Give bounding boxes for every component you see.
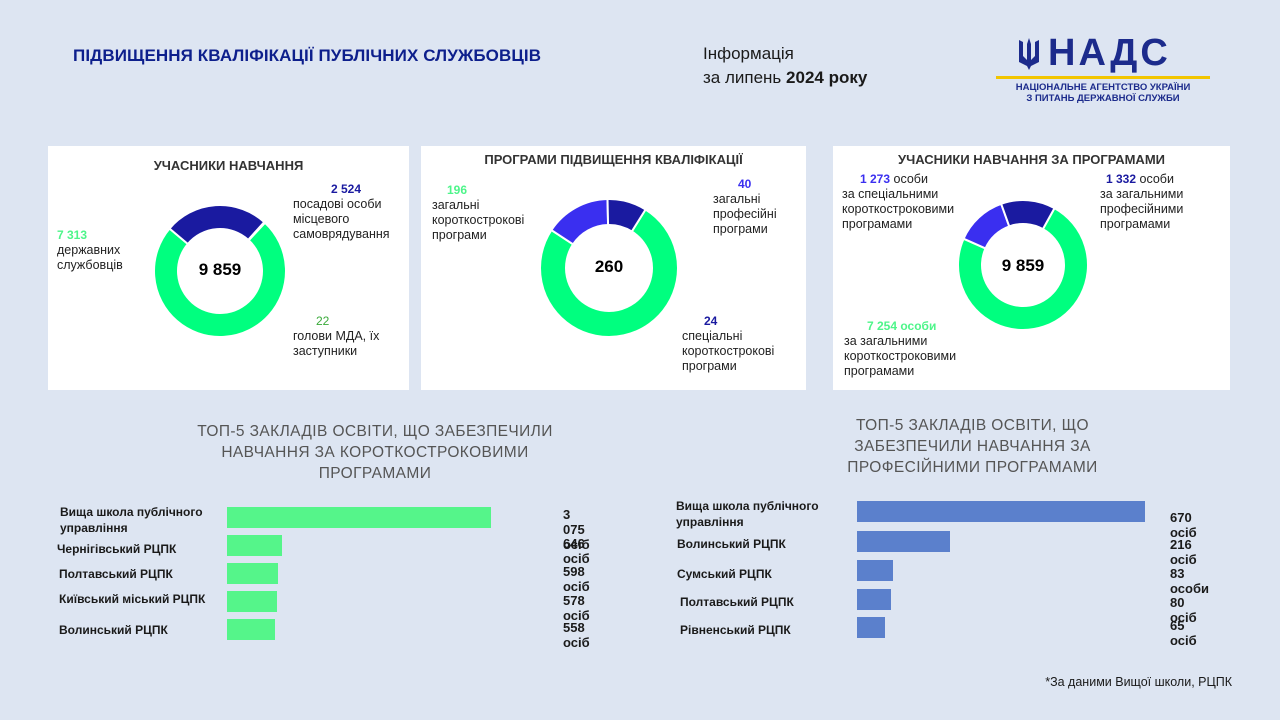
bar-category-label: Рівненський РЦПК: [680, 623, 791, 637]
panel-title: УЧАСНИКИ НАВЧАННЯ: [153, 158, 304, 173]
bar-category-label: Київський міський РЦПК: [59, 592, 206, 606]
slice-text: загальні короткострокові програми: [432, 198, 525, 242]
slice-value: 196: [447, 183, 468, 197]
slice-text: загальні професійні програми: [713, 192, 777, 236]
bar-category-label: Чернігівський РЦПК: [57, 542, 177, 556]
bar-category-label: Волинський РЦПК: [677, 537, 786, 551]
slice-text: спеціальні короткострокові програми: [682, 329, 775, 373]
slice-label-general-professional: 40 загальні професійні програми: [713, 177, 793, 237]
panel-programs: ПРОГРАМИ ПІДВИЩЕННЯ КВАЛІФІКАЦІЇ 260 196…: [421, 146, 806, 390]
bar-category-label: Полтавський РЦПК: [59, 567, 173, 581]
donut-slice-2: [606, 198, 647, 233]
slice-value: 7 254 особи: [867, 319, 937, 333]
slice-label-general-short-participants: 7 254 особи за загальними короткостроков…: [844, 319, 994, 379]
bar: [227, 619, 275, 640]
slice-value: 1 273: [860, 172, 891, 186]
bar: [857, 617, 885, 638]
slice-label-special-short-participants: 1 273 особи за спеціальними короткострок…: [842, 172, 972, 232]
report-period: Інформація за липень 2024 року: [703, 42, 867, 90]
bar-category-label: Вища школа публічного управління: [676, 499, 819, 529]
bar: [857, 531, 950, 552]
bar-value-label: 216 осіб: [1170, 537, 1197, 567]
bar-category-label: Волинський РЦПК: [59, 623, 168, 637]
panel-participants: УЧАСНИКИ НАВЧАННЯ 9 859 7 313 державних …: [48, 146, 409, 390]
top5-short-title: ТОП-5 ЗАКЛАДІВ ОСВІТИ, ЩО ЗАБЕЗПЕЧИЛИ НА…: [197, 423, 553, 482]
bar: [227, 591, 277, 612]
donut-programs: [539, 197, 679, 338]
slice-label-civil-servants: 7 313 державних службовців: [57, 228, 147, 273]
slice-text: державних службовців: [57, 243, 123, 272]
page-title: ПІДВИЩЕННЯ КВАЛІФІКАЦІЇ ПУБЛІЧНИХ СЛУЖБО…: [73, 46, 542, 65]
donut-center-total: 260: [594, 257, 624, 276]
slice-text: посадові особи місцевого самоврядування: [293, 197, 390, 241]
donut-slice-0: [957, 206, 1089, 331]
donut-center-total: 9 859: [198, 260, 242, 279]
bar: [857, 589, 892, 610]
slice-text: за спеціальними короткостроковими програ…: [842, 187, 955, 231]
bar-value-label: 646 осіб: [563, 536, 590, 566]
slice-value: 40: [738, 177, 752, 191]
slice-suffix: особи: [893, 172, 928, 186]
bar-category-label: Вища школа публічного управління: [60, 505, 203, 535]
info-line2-prefix: за липень: [703, 68, 787, 87]
donut-center-total: 9 859: [1001, 256, 1045, 275]
slice-text: за загальними короткостроковими програма…: [844, 334, 957, 378]
bar-category-label: Сумський РЦПК: [677, 567, 772, 581]
donut-participants-by-program: [957, 199, 1089, 331]
slice-value: 1 332: [1106, 172, 1137, 186]
slice-value: 7 313: [57, 228, 88, 242]
logo-line2: З ПИТАНЬ ДЕРЖАВНОЇ СЛУЖБИ: [1026, 93, 1180, 104]
donut-slice-2: [246, 220, 267, 242]
bar-value-label: 598 осіб: [563, 564, 590, 594]
slice-label-general-short: 196 загальні короткострокові програми: [432, 183, 547, 243]
logo-abbr: НАДС: [1048, 32, 1171, 74]
donut-participants: [153, 204, 287, 338]
donut-slice-0: [153, 221, 287, 338]
bar-value-label: 65 осіб: [1170, 618, 1197, 648]
footnote: *За даними Вищої школи, РЦПК: [1045, 675, 1232, 689]
bar-category-label: Полтавський РЦПК: [680, 595, 794, 609]
bar-value-label: 3 075 осіб: [563, 507, 590, 552]
bar-value-label: 670 осіб: [1170, 510, 1197, 540]
bar: [227, 563, 279, 584]
bar: [857, 560, 893, 581]
slice-text: голови МДА, їх заступники: [293, 329, 380, 358]
slice-suffix: особи: [1139, 172, 1174, 186]
trident-icon: [1019, 38, 1039, 70]
top5-professional-title: ТОП-5 ЗАКЛАДІВ ОСВІТИ, ЩО ЗАБЕЗПЕЧИЛИ НА…: [847, 417, 1098, 476]
bar-value-label: 578 осіб: [563, 593, 590, 623]
panel-title: ПРОГРАМИ ПІДВИЩЕННЯ КВАЛІФІКАЦІЇ: [484, 152, 743, 167]
donut-slice-2: [999, 199, 1056, 231]
bar-value-label: 80 осіб: [1170, 595, 1197, 625]
bar-value-label: 558 осіб: [563, 620, 590, 650]
slice-text: за загальними професійними програмами: [1100, 187, 1184, 231]
donut-slice-0: [539, 208, 679, 338]
slice-value: 22: [316, 314, 330, 328]
bar: [227, 535, 283, 556]
info-line1: Інформація: [703, 44, 794, 63]
slice-label-local-officials: 2 524 посадові особи місцевого самовряду…: [293, 182, 411, 242]
slice-label-general-professional-participants: 1 332 особи за загальними професійними п…: [1100, 172, 1225, 232]
logo-divider: [996, 76, 1210, 79]
slice-value: 24: [704, 314, 718, 328]
panel-participants-by-program: УЧАСНИКИ НАВЧАННЯ ЗА ПРОГРАМАМИ 9 859 7 …: [833, 146, 1230, 390]
nads-logo: НАДС НАЦІОНАЛЬНЕ АГЕНТСТВО УКРАЇНИ З ПИТ…: [996, 32, 1210, 104]
panel-title: УЧАСНИКИ НАВЧАННЯ ЗА ПРОГРАМАМИ: [898, 152, 1165, 167]
info-line2-year: 2024 року: [786, 68, 868, 87]
slice-value: 2 524: [331, 182, 362, 196]
slice-label-special-short: 24 спеціальні короткострокові програми: [682, 314, 802, 374]
info-line2: за липень 2024 року: [703, 66, 867, 90]
bar-value-label: 83 особи: [1170, 566, 1209, 596]
bar: [227, 507, 491, 528]
slice-label-heads-mda: 22 голови МДА, їх заступники: [293, 314, 403, 359]
bar: [857, 501, 1145, 522]
logo-line1: НАЦІОНАЛЬНЕ АГЕНТСТВО УКРАЇНИ: [1015, 82, 1191, 93]
